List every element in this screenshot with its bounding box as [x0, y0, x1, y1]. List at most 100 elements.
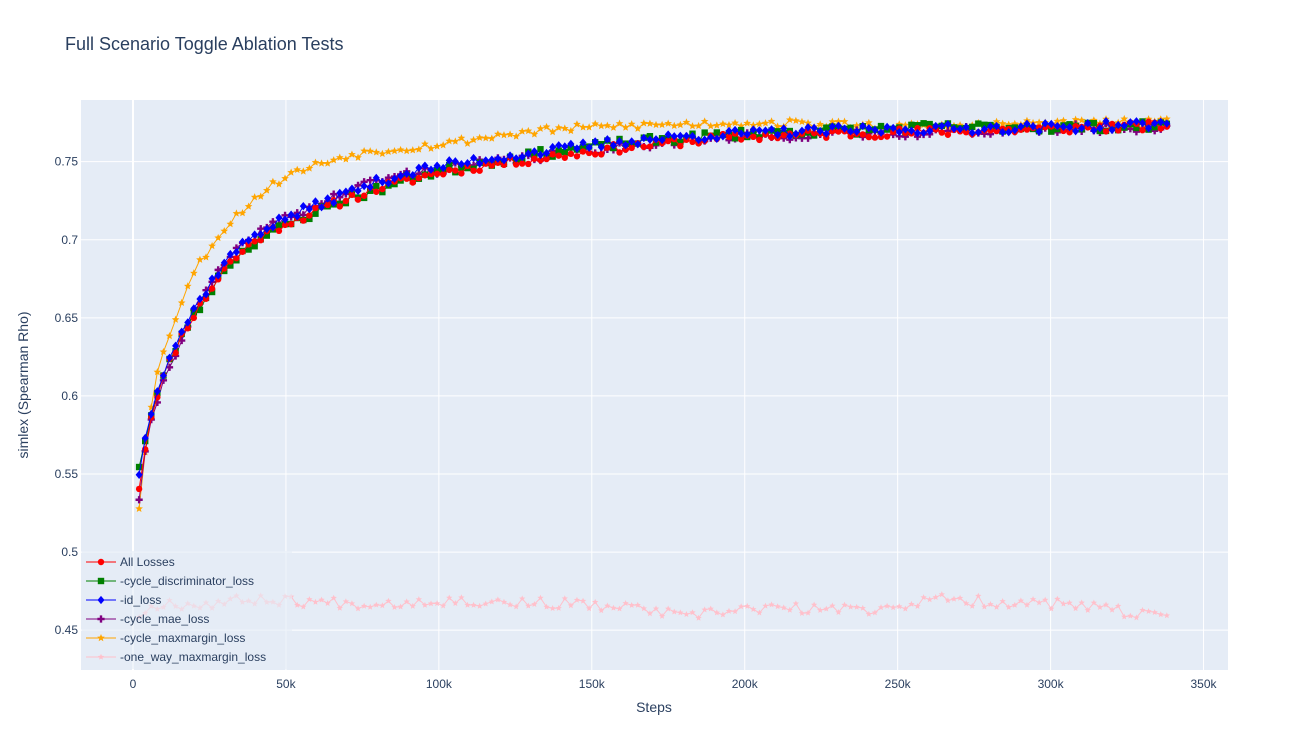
- data-point: [1139, 127, 1146, 134]
- data-point: [305, 204, 313, 214]
- data-point: [689, 609, 696, 616]
- data-point: [184, 325, 191, 332]
- data-point: [1102, 117, 1110, 126]
- data-point: [804, 123, 812, 132]
- data-point: [177, 298, 186, 307]
- data-point: [384, 147, 393, 155]
- data-point: [877, 604, 885, 611]
- series-id-loss: [135, 117, 1171, 479]
- data-point: [677, 142, 684, 150]
- data-point: [816, 120, 825, 128]
- data-point: [226, 220, 235, 228]
- data-point: [263, 224, 271, 234]
- data-point: [956, 594, 964, 601]
- data-point: [713, 134, 721, 143]
- data-point: [591, 151, 599, 158]
- data-point: [1096, 123, 1104, 133]
- data-point: [464, 601, 471, 608]
- data-point: [208, 241, 216, 250]
- data-point: [920, 594, 927, 601]
- data-point: [713, 609, 720, 616]
- x-tick-label: 150k: [579, 677, 606, 691]
- data-point: [214, 233, 222, 242]
- data-point: [232, 209, 241, 217]
- data-point: [336, 604, 343, 611]
- data-point: [1011, 126, 1019, 135]
- data-point: [969, 123, 976, 131]
- y-tick-label: 0.55: [55, 467, 79, 481]
- data-point: [135, 485, 143, 493]
- x-axis-label: Steps: [636, 699, 672, 715]
- data-point: [920, 128, 928, 138]
- data-point: [415, 163, 423, 172]
- legend-label: -cycle_maxmargin_loss: [120, 631, 245, 645]
- data-point: [968, 128, 976, 138]
- data-point: [1108, 120, 1116, 128]
- data-point: [446, 594, 453, 601]
- data-point: [561, 142, 569, 151]
- data-point: [294, 601, 301, 608]
- data-point: [1115, 602, 1122, 609]
- data-point: [798, 117, 806, 126]
- data-point: [457, 159, 465, 169]
- data-point: [731, 135, 739, 142]
- data-point: [694, 121, 703, 130]
- data-point: [1072, 605, 1079, 612]
- data-point: [153, 387, 161, 396]
- data-point: [214, 266, 222, 274]
- data-point: [981, 121, 988, 128]
- y-tick-label: 0.45: [55, 623, 79, 637]
- data-point: [774, 130, 782, 140]
- data-point: [890, 604, 897, 611]
- data-point: [324, 194, 332, 203]
- data-point: [469, 135, 478, 144]
- data-point: [677, 609, 684, 616]
- data-point: [701, 606, 708, 613]
- data-point: [172, 341, 180, 350]
- data-point: [810, 129, 818, 137]
- data-point: [591, 137, 599, 146]
- data-point: [883, 133, 891, 140]
- data-point: [652, 120, 660, 129]
- data-point: [738, 603, 745, 610]
- data-point: [993, 121, 1001, 131]
- data-point: [342, 155, 350, 163]
- data-point: [828, 122, 836, 131]
- data-point: [1157, 125, 1164, 132]
- data-point: [190, 314, 198, 322]
- data-point: [494, 596, 502, 603]
- chart-title: Full Scenario Toggle Ablation Tests: [65, 34, 344, 54]
- data-point: [269, 223, 277, 232]
- data-point: [318, 203, 326, 212]
- data-point: [938, 129, 946, 136]
- data-point: [135, 463, 143, 471]
- data-point: [481, 134, 490, 142]
- y-axis-label: simlex (Spearman Rho): [15, 311, 31, 458]
- data-point: [390, 146, 399, 155]
- data-point: [329, 156, 338, 164]
- data-point: [871, 134, 879, 141]
- legend-marker: [97, 558, 105, 566]
- data-point: [658, 120, 666, 129]
- legend-marker: [97, 634, 105, 642]
- y-tick-label: 0.7: [61, 233, 78, 247]
- data-point: [877, 128, 885, 137]
- data-point: [695, 135, 703, 145]
- data-point: [299, 202, 307, 211]
- legend-item: -cycle_discriminator_loss: [86, 574, 254, 588]
- data-point: [610, 604, 617, 611]
- y-tick-label: 0.65: [55, 311, 79, 325]
- data-point: [409, 179, 416, 186]
- data-point: [421, 601, 429, 608]
- data-point: [768, 125, 776, 134]
- data-point: [852, 121, 861, 129]
- data-point: [992, 117, 1001, 125]
- data-point: [488, 134, 496, 142]
- data-point: [792, 129, 800, 138]
- data-point: [604, 144, 611, 151]
- data-point: [1059, 116, 1068, 124]
- data-point: [312, 204, 319, 212]
- data-point: [834, 121, 842, 130]
- data-point: [664, 137, 672, 145]
- data-point: [1121, 613, 1128, 620]
